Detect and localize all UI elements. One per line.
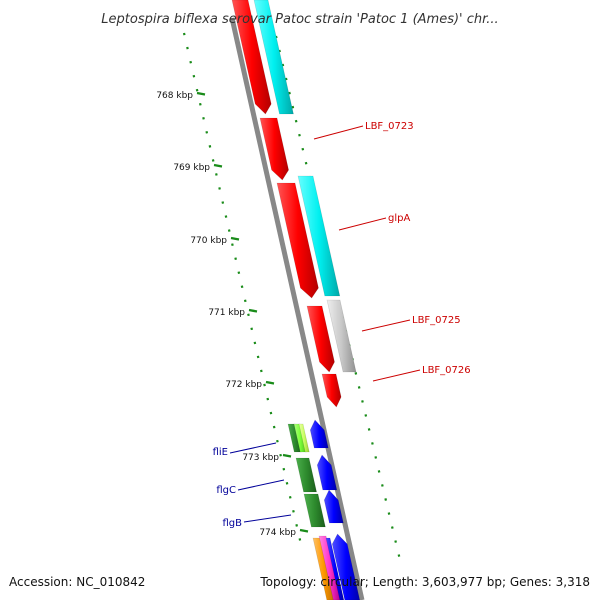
scale-tick-mark xyxy=(248,308,258,313)
gene-block-blue xyxy=(331,533,361,600)
gene-label-flie: fliE xyxy=(213,447,228,458)
gene-block-red-lbf0723 xyxy=(259,117,289,181)
gene-block-blue xyxy=(323,489,344,524)
gene-block-magenta xyxy=(318,535,341,600)
gene-label-leader xyxy=(243,514,292,523)
gene-label-lbf-0726: LBF_0726 xyxy=(422,365,471,376)
scale-ticks: 768 kbp 769 kbp 770 kbp 771 kbp 772 kbp 773 k… xyxy=(156,91,309,538)
right-tick-dot xyxy=(394,540,397,543)
gene-label-leader xyxy=(338,217,387,231)
gene-label-leader xyxy=(372,369,421,382)
right-tick-dot xyxy=(288,91,291,95)
scale-tick-label: 773 kbp xyxy=(242,453,279,463)
gene-block-red-lbf0726 xyxy=(321,373,342,408)
scale-tick-label: 772 kbp xyxy=(225,380,262,390)
right-tick-dot xyxy=(278,49,281,53)
right-tick-dot xyxy=(354,372,358,375)
gene-block-grey xyxy=(326,299,357,373)
gene-label-leader xyxy=(237,479,285,491)
right-tick-dot xyxy=(361,400,364,403)
right-tick-dot xyxy=(381,484,384,487)
gene-labels: LBF_0723 glpA LBF_0725 LBF_0726 fliE flgC flgB xyxy=(213,121,471,529)
right-tick-dot xyxy=(301,147,305,151)
gene-block-red-lbf0725 xyxy=(306,305,335,373)
right-tick-dot xyxy=(374,456,378,459)
gene-block-orange xyxy=(312,537,335,600)
gene-features xyxy=(231,0,361,600)
scale-tick-label: 774 kbp xyxy=(259,528,296,538)
scale-tick-mark xyxy=(196,91,206,96)
gene-block-yellowgreen xyxy=(298,423,310,453)
right-tick-dot xyxy=(357,386,361,389)
scale-tick-label: 768 kbp xyxy=(156,91,193,101)
scale-tick-label: 771 kbp xyxy=(208,308,245,318)
chromosome-backbone xyxy=(229,17,365,600)
scale-tick-label: 770 kbp xyxy=(190,236,227,246)
accession-label: Accession: NC_010842 xyxy=(9,575,145,589)
right-tick-dot xyxy=(397,554,401,557)
gene-block-cyan xyxy=(253,0,294,115)
gene-label-lbf-0723: LBF_0723 xyxy=(365,121,414,132)
scale-tick-label: 769 kbp xyxy=(173,163,210,173)
scale-tick-mark xyxy=(230,236,240,241)
gene-block-red xyxy=(276,182,319,299)
gene-block-green-flgc xyxy=(295,457,317,493)
gene-block-blue-flie xyxy=(309,419,329,449)
scale-tick-mark xyxy=(282,453,292,458)
right-tick-dot xyxy=(284,77,288,81)
scale-tick-mark xyxy=(213,163,223,168)
right-tick-dot xyxy=(390,526,394,529)
map-title: Leptospira biflexa serovar Patoc strain … xyxy=(101,12,498,27)
right-tick-dot xyxy=(384,498,388,501)
gene-label-flgc: flgC xyxy=(216,485,236,496)
topology-label: Topology: circular; Length: 3,603,977 bp… xyxy=(259,575,590,589)
gene-block-blue-thin xyxy=(325,537,345,600)
gene-label-leader xyxy=(361,319,411,332)
right-tick-dot xyxy=(377,470,381,473)
gene-block-blue xyxy=(316,454,338,491)
gene-label-leader xyxy=(313,125,364,140)
right-tick-dot xyxy=(367,428,371,431)
right-tick-dot xyxy=(304,161,308,165)
gene-block-cyan-glpa xyxy=(297,175,341,297)
scale-tick-mark xyxy=(299,528,309,533)
gene-label-flgb: flgB xyxy=(222,518,242,529)
gene-label-glpa: glpA xyxy=(388,213,410,224)
right-tick-dot xyxy=(371,442,374,445)
right-tick-dot xyxy=(387,512,391,515)
gene-block-green-flgb xyxy=(303,493,326,528)
gene-label-leader xyxy=(229,442,277,454)
right-tick-dot xyxy=(364,414,368,417)
right-tick-dot xyxy=(281,63,285,67)
right-tick-dot xyxy=(298,133,301,137)
gene-block-red xyxy=(231,0,272,115)
gene-label-lbf-0725: LBF_0725 xyxy=(412,315,461,326)
right-tick-dot xyxy=(291,105,295,109)
right-tick-dot xyxy=(294,119,298,123)
scale-tick-mark xyxy=(265,380,275,385)
